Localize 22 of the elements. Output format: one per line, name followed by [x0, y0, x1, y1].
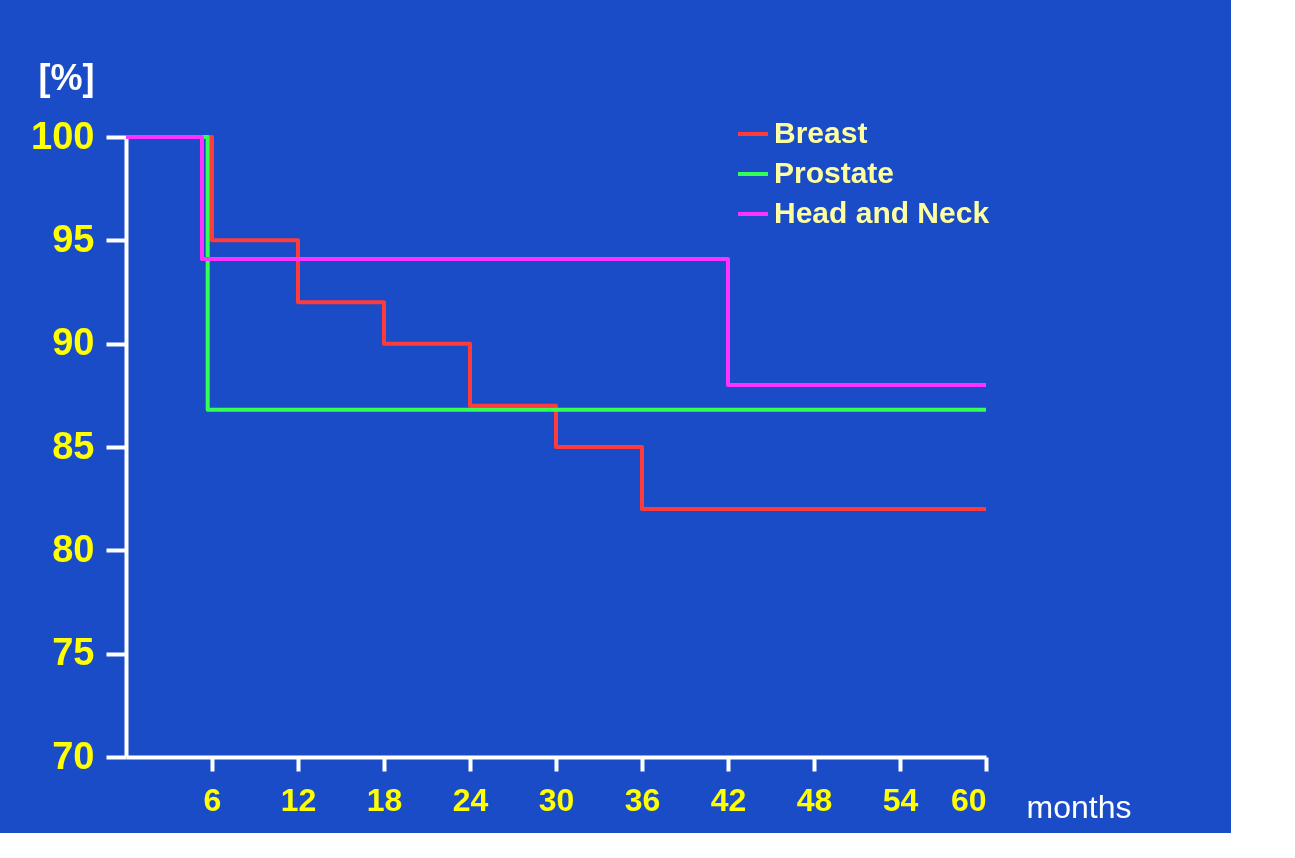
y-tick-label: 100 — [31, 114, 95, 157]
x-tick-label: 12 — [280, 781, 317, 818]
y-tick-label: 75 — [52, 631, 95, 674]
x-tick-label: 6 — [203, 781, 222, 818]
legend-label: Breast — [774, 116, 868, 149]
y-tick-label: 70 — [52, 734, 95, 777]
x-tick-label: 18 — [366, 781, 403, 818]
x-tick-label: 24 — [452, 781, 489, 818]
y-tick-label: 85 — [52, 424, 95, 467]
x-tick-label: 60 — [950, 781, 987, 818]
y-tick-label: 90 — [52, 321, 95, 364]
x-axis-title: months — [1026, 788, 1132, 825]
x-tick-label: 48 — [796, 781, 833, 818]
legend-label: Head and Neck — [774, 196, 990, 229]
legend-label: Prostate — [774, 156, 895, 189]
y-tick-label: 80 — [52, 527, 95, 570]
x-tick-label: 54 — [882, 781, 919, 818]
x-tick-label: 36 — [624, 781, 661, 818]
x-tick-label: 42 — [710, 781, 747, 818]
y-axis-title: [%] — [38, 56, 95, 98]
x-tick-label: 30 — [538, 781, 575, 818]
y-tick-label: 95 — [52, 217, 95, 260]
